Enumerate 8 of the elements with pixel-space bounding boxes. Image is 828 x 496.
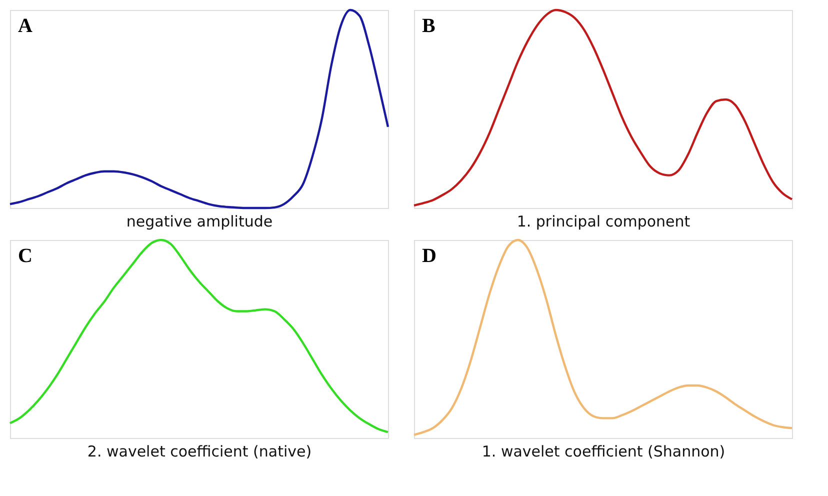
chart-title: A	[18, 15, 33, 37]
chart-title: C	[18, 245, 32, 267]
x-axis-title: negative amplitude	[126, 212, 273, 230]
chart-title: D	[422, 245, 436, 267]
x-axis-title: 2. wavelet coefficient (native)	[87, 442, 312, 460]
x-axis-title: 1. principal component	[516, 212, 690, 230]
x-axis-title: 1. wavelet coefficient (Shannon)	[482, 442, 726, 460]
chart-title: B	[422, 15, 436, 37]
